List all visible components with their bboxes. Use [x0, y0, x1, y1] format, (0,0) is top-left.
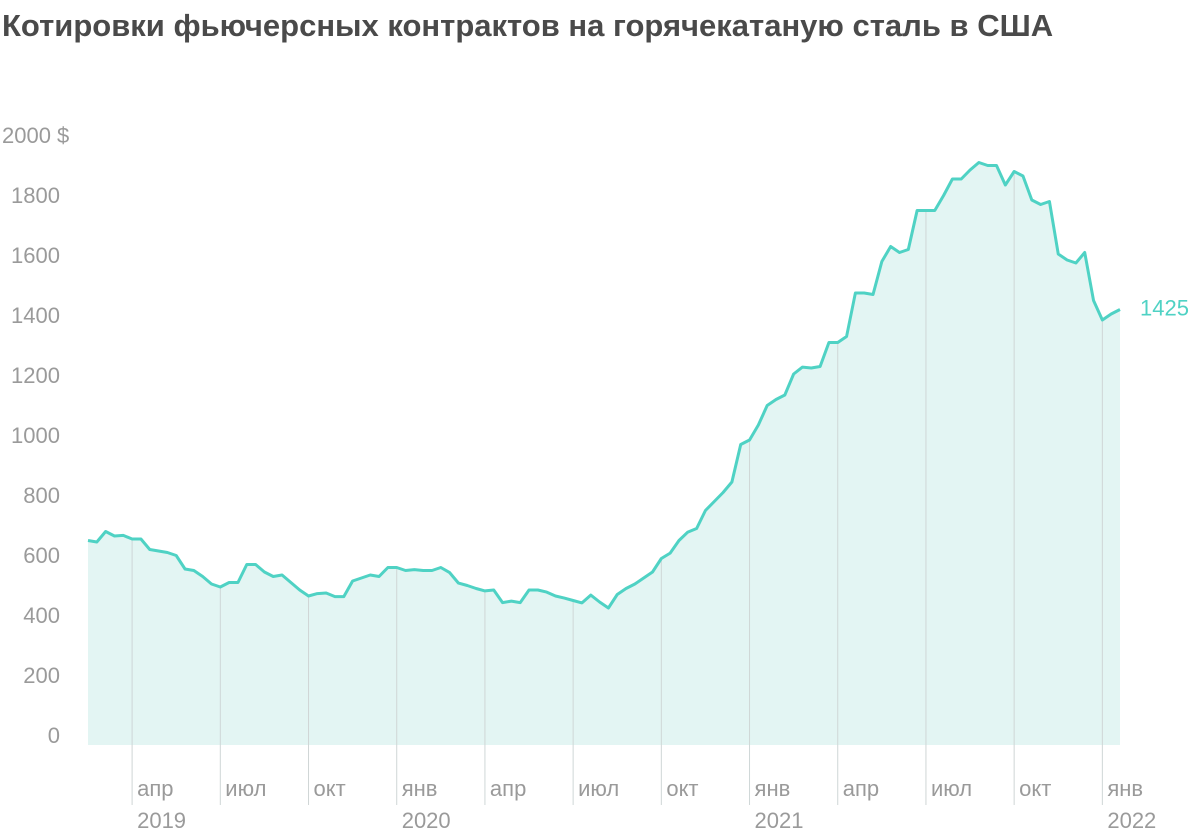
y-tick-label: 1200	[11, 363, 60, 388]
x-year-label: 2021	[755, 808, 804, 833]
x-tick-label: окт	[314, 776, 346, 801]
x-tick-label: апр	[137, 776, 173, 801]
y-tick-label: 800	[23, 483, 60, 508]
area	[88, 162, 1120, 745]
x-year-label: 2022	[1107, 808, 1156, 833]
x-year-label: 2020	[402, 808, 451, 833]
x-tick-label: апр	[843, 776, 879, 801]
x-tick-label: апр	[490, 776, 526, 801]
y-tick-label: 1800	[11, 183, 60, 208]
x-tick-label: окт	[1019, 776, 1051, 801]
x-year-label: 2019	[137, 808, 186, 833]
y-tick-label: 1600	[11, 243, 60, 268]
x-tick-label: июл	[225, 776, 266, 801]
y-tick-label: 200	[23, 663, 60, 688]
x-tick-label: июл	[931, 776, 972, 801]
x-tick-label: янв	[1107, 776, 1143, 801]
y-tick-label: 2000 $	[2, 123, 69, 148]
y-tick-label: 600	[23, 543, 60, 568]
y-tick-label: 1000	[11, 423, 60, 448]
y-tick-label: 1400	[11, 303, 60, 328]
line	[87, 161, 1121, 610]
x-tick-label: июл	[578, 776, 619, 801]
chart-title: Котировки фьючерсных контрактов на горяч…	[2, 8, 1054, 43]
y-tick-label: 400	[23, 603, 60, 628]
x-tick-label: окт	[666, 776, 698, 801]
x-tick-label: янв	[755, 776, 791, 801]
data-label: 1425	[1140, 295, 1189, 320]
y-tick-label: 0	[48, 723, 60, 748]
x-tick-label: янв	[402, 776, 438, 801]
